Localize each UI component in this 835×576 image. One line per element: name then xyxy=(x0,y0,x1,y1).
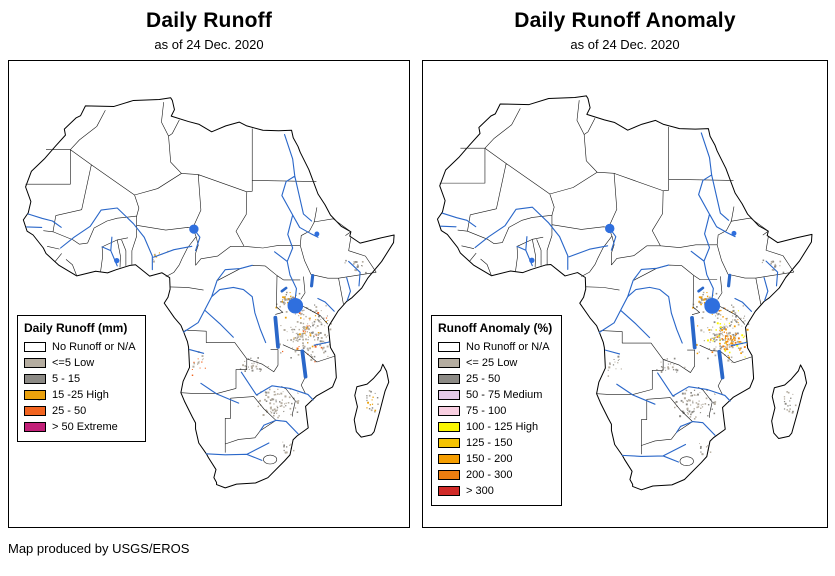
daily-runoff-speckles xyxy=(152,250,379,454)
runoff-anomaly-section: Daily Runoff Anomaly as of 24 Dec. 2020 … xyxy=(422,0,828,528)
legend-swatch xyxy=(24,406,46,416)
legend-label: 100 - 125 High xyxy=(466,421,539,433)
legend-swatch xyxy=(438,422,460,432)
legend-row: 50 - 75 Medium xyxy=(438,387,552,403)
daily-runoff-map xyxy=(21,95,396,490)
daily-runoff-legend: Daily Runoff (mm) No Runoff or N/A <=5 Lo… xyxy=(17,315,146,442)
legend-label: > 50 Extreme xyxy=(52,421,118,433)
legend-label: 75 - 100 xyxy=(466,405,507,417)
legend-swatch xyxy=(24,390,46,400)
legend-row: 200 - 300 xyxy=(438,467,552,483)
legend-title: Daily Runoff (mm) xyxy=(24,321,128,335)
legend-row: <=5 Low xyxy=(24,355,136,371)
legend-swatch xyxy=(438,374,460,384)
legend-label: 200 - 300 xyxy=(466,469,513,481)
legend-row: 25 - 50 xyxy=(24,403,136,419)
legend-label: 50 - 75 Medium xyxy=(466,389,543,401)
legend-row: 100 - 125 High xyxy=(438,419,552,435)
legend-rows: No Runoff or N/A <= 25 Low 25 - 50 50 - 75 … xyxy=(438,339,552,499)
legend-label: 150 - 200 xyxy=(466,453,513,465)
legend-label: > 300 xyxy=(466,485,494,497)
runoff-anomaly-map xyxy=(435,93,814,492)
map-credit: Map produced by USGS/EROS xyxy=(8,541,190,556)
legend-row: > 50 Extreme xyxy=(24,419,136,435)
legend-label: <= 25 Low xyxy=(466,357,518,369)
legend-swatch xyxy=(438,454,460,464)
daily-runoff-title: Daily Runoff xyxy=(145,9,273,32)
legend-label: No Runoff or N/A xyxy=(52,341,136,353)
runoff-anomaly-legend: Runoff Anomaly (%) No Runoff or N/A <= 25… xyxy=(431,315,563,506)
daily-runoff-section: Daily Runoff as of 24 Dec. 2020 Daily Ru… xyxy=(8,0,410,528)
legend-label: No Runoff or N/A xyxy=(466,341,550,353)
legend-swatch xyxy=(438,358,460,368)
legend-row: > 300 xyxy=(438,483,552,499)
legend-swatch xyxy=(438,406,460,416)
legend-row: 75 - 100 xyxy=(438,403,552,419)
legend-label: <=5 Low xyxy=(52,357,95,369)
legend-row: No Runoff or N/A xyxy=(24,339,136,355)
legend-row: 125 - 150 xyxy=(438,435,552,451)
daily-runoff-map-panel: Daily Runoff (mm) No Runoff or N/A <=5 Lo… xyxy=(8,60,410,528)
legend-row: 15 -25 High xyxy=(24,387,136,403)
runoff-anomaly-map-panel: Runoff Anomaly (%) No Runoff or N/A <= 25… xyxy=(422,60,828,528)
legend-label: 25 - 50 xyxy=(52,405,87,417)
legend-title: Runoff Anomaly (%) xyxy=(438,321,553,335)
legend-swatch xyxy=(24,342,46,352)
runoff-anomaly-title: Daily Runoff Anomaly xyxy=(514,9,736,32)
legend-swatch xyxy=(24,358,46,368)
legend-swatch xyxy=(438,486,460,496)
legend-label: 25 - 50 xyxy=(466,373,501,385)
legend-row: 5 - 15 xyxy=(24,371,136,387)
legend-swatch xyxy=(24,422,46,432)
legend-label: 15 -25 High xyxy=(52,389,109,401)
legend-row: No Runoff or N/A xyxy=(438,339,552,355)
legend-swatch xyxy=(438,342,460,352)
runoff-anomaly-subtitle: as of 24 Dec. 2020 xyxy=(570,37,680,52)
legend-row: <= 25 Low xyxy=(438,355,552,371)
legend-row: 25 - 50 xyxy=(438,371,552,387)
legend-swatch xyxy=(438,438,460,448)
legend-swatch xyxy=(438,470,460,480)
legend-rows: No Runoff or N/A <=5 Low 5 - 15 15 -25 High… xyxy=(24,339,136,435)
daily-runoff-subtitle: as of 24 Dec. 2020 xyxy=(154,37,264,52)
legend-swatch xyxy=(24,374,46,384)
legend-row: 150 - 200 xyxy=(438,451,552,467)
legend-label: 125 - 150 xyxy=(466,437,513,449)
legend-label: 5 - 15 xyxy=(52,373,81,385)
legend-swatch xyxy=(438,390,460,400)
